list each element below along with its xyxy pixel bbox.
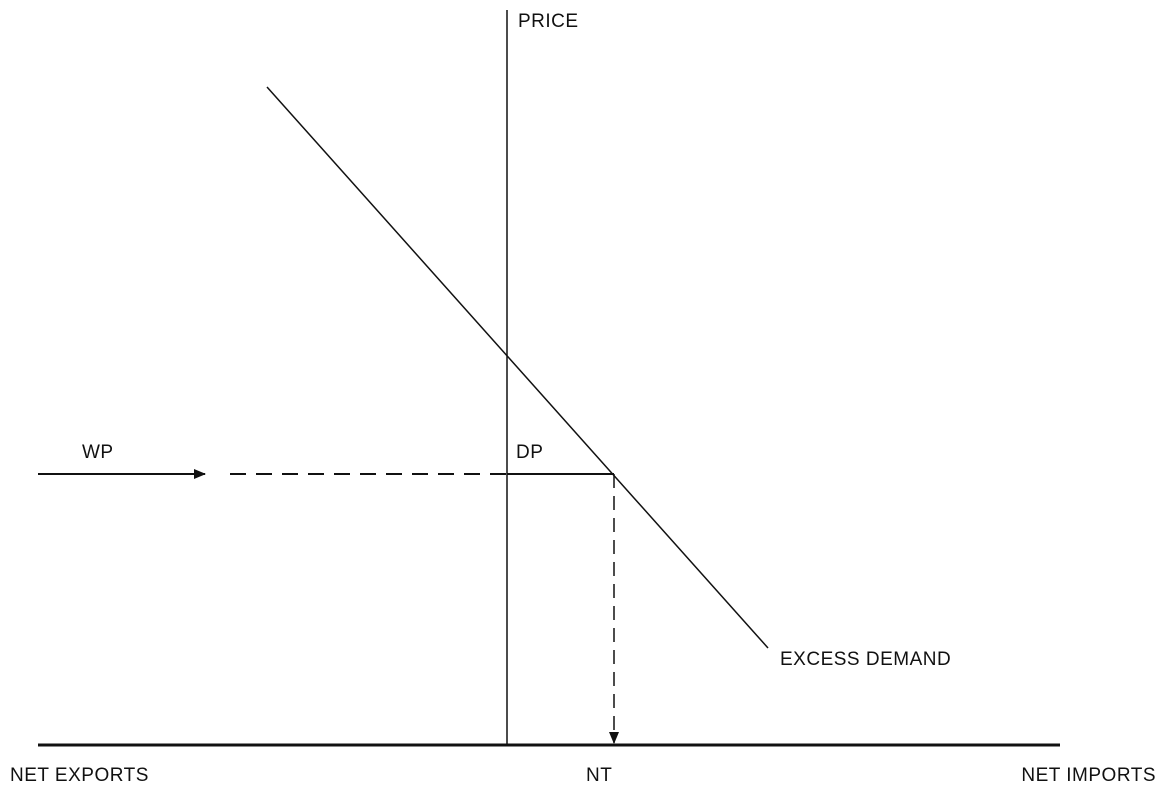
net-exports-label: NET EXPORTS xyxy=(10,765,149,786)
dp-label: DP xyxy=(516,442,543,463)
net-imports-label: NET IMPORTS xyxy=(1021,765,1156,786)
excess-demand-label: EXCESS DEMAND xyxy=(780,649,951,670)
excess-demand-curve xyxy=(266,86,769,649)
wp-label: WP xyxy=(82,442,114,463)
price-label: PRICE xyxy=(518,11,579,32)
nt-label: NT xyxy=(586,765,612,786)
